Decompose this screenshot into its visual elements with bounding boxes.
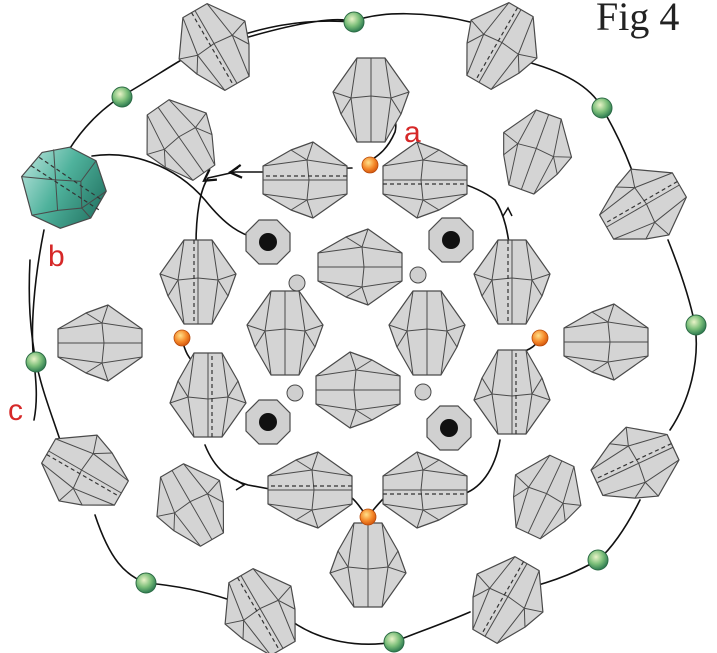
green-round-bead: [25, 351, 47, 373]
bicone-bead-icon: [388, 290, 466, 376]
octagon-spacer-icon: [245, 219, 291, 265]
bicone-bead-icon: [146, 99, 216, 181]
bicone-bead-icon: [590, 426, 680, 499]
spacer-bead: [414, 383, 432, 401]
spacer-bead: [286, 384, 304, 402]
bicone-bead-icon: [317, 228, 403, 306]
bicone-bead-icon: [599, 168, 687, 240]
bicone-bead-icon: [156, 463, 225, 547]
arrow-icon-right: [502, 206, 513, 217]
bicone-bead-icon: [512, 454, 582, 540]
bicone-bead-icon: [473, 349, 551, 435]
bicone-bead-icon: [473, 239, 551, 325]
bicone-bead-icon: [472, 556, 544, 644]
bicone-bead-icon: [329, 522, 407, 608]
bicone-bead-icon: [178, 3, 250, 91]
orange-round-bead: [531, 329, 549, 347]
bicone-bead-icon: [563, 303, 649, 381]
label-c: c: [8, 394, 23, 427]
bicone-bead-icon: [41, 434, 129, 506]
bicone-bead-icon: [262, 141, 348, 219]
orange-round-bead: [173, 329, 191, 347]
green-round-bead: [111, 86, 133, 108]
bicone-bead-icon: [466, 2, 538, 90]
orange-round-bead: [359, 508, 377, 526]
spacer-bead: [288, 274, 306, 292]
bicone-bead-icon: [382, 451, 468, 529]
octagon-group: [245, 217, 474, 451]
bicone-group: [41, 2, 687, 653]
bicone-bead-icon: [57, 304, 143, 382]
orange-round-bead: [361, 156, 379, 174]
bicone-bead-icon: [382, 141, 468, 219]
green-round-bead: [587, 549, 609, 571]
bicone-bead-icon: [267, 451, 353, 529]
left-tail-thread: [31, 229, 45, 421]
bicone-bead-icon: [169, 352, 247, 438]
bicone-bead-icon: [315, 351, 401, 429]
octagon-spacer-icon: [428, 217, 474, 263]
bicone-bead-icon: [332, 57, 410, 143]
green-round-bead: [135, 572, 157, 594]
label-b: b: [48, 240, 65, 273]
figure-label: Fig 4: [596, 0, 679, 39]
green-round-bead: [383, 631, 405, 653]
green-round-bead: [343, 11, 365, 33]
label-a: a: [404, 116, 421, 149]
arrow-icon-top: [228, 167, 239, 177]
octagon-spacer-icon: [245, 399, 291, 445]
bicone-bead-icon: [246, 290, 324, 376]
bicone-bead-icon: [224, 568, 296, 653]
bicone-bead-icon: [503, 109, 573, 195]
bicone-bead-icon: [159, 239, 237, 325]
highlight-bicone-b: [21, 146, 107, 229]
spacer-bead: [409, 266, 427, 284]
green-round-bead: [591, 97, 613, 119]
spacer-group: [286, 266, 432, 402]
arrow-icon-bottom: [235, 479, 246, 491]
round-bead-group: [25, 11, 707, 653]
octagon-spacer-icon: [426, 405, 472, 451]
green-round-bead: [685, 314, 707, 336]
